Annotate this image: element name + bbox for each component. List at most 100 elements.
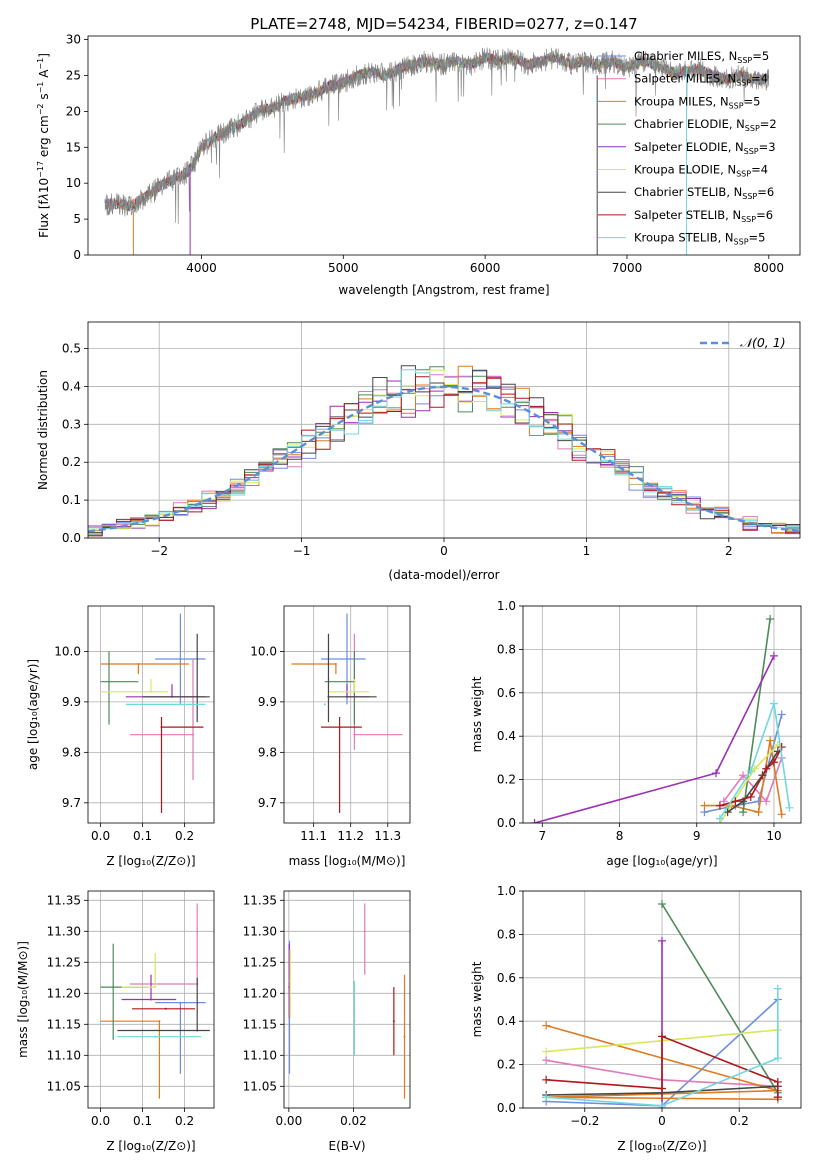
x-tick-label: 0: [658, 1114, 666, 1128]
legend-entry: Kroupa ELODIE, NSSP=4: [634, 163, 768, 179]
x-tick-label: −1: [293, 544, 311, 558]
x-axis-label: E(B-V): [328, 1139, 365, 1153]
legend-entry: Kroupa STELIB, NSSP=5: [634, 231, 765, 247]
weight-marker: [773, 984, 782, 993]
data-point: [334, 663, 337, 666]
weight-marker: [769, 699, 778, 708]
weight-series-8: [719, 703, 791, 820]
x-tick-label: 6000: [470, 261, 501, 275]
data-point: [154, 986, 157, 989]
weight-marker: [715, 814, 724, 823]
x-tick-label: 8: [616, 829, 624, 843]
y-tick-label: 11.05: [243, 1079, 277, 1093]
y-tick-label: 0.3: [62, 417, 81, 431]
y-tick-label: 0.4: [62, 379, 81, 393]
x-tick-label: 5000: [328, 261, 359, 275]
x-tick-label: 9: [693, 829, 701, 843]
x-tick-label: 8000: [754, 261, 785, 275]
x-tick-label: 0.0: [91, 829, 110, 843]
data-point: [196, 1029, 199, 1032]
normal-curve: [88, 385, 800, 533]
y-tick-label: 0: [73, 248, 81, 262]
weight-marker: [658, 936, 666, 945]
x-tick-label: 7: [538, 829, 546, 843]
y-tick-label: 1.0: [497, 884, 516, 898]
data-point: [179, 1001, 182, 1004]
axes-frame: [522, 605, 802, 824]
weight-marker: [773, 1093, 782, 1102]
legend-entry: 𝒩(0, 1): [740, 335, 786, 350]
weight-marker: [785, 803, 794, 812]
x-tick-label: 11.3: [374, 829, 401, 843]
x-tick-label: 1: [583, 544, 591, 558]
y-tick-label: 0.0: [497, 816, 516, 830]
y-tick-label: 11.10: [243, 1048, 277, 1062]
axes-frame: [87, 605, 215, 824]
data-point: [154, 1035, 157, 1038]
y-tick-label: 11.25: [243, 955, 277, 969]
y-tick-label: 0.2: [497, 773, 516, 787]
x-axis-label: Z [log₁₀(Z/Z⊙)]: [106, 854, 195, 868]
data-point: [353, 733, 356, 736]
y-tick-label: 9.9: [258, 695, 277, 709]
y-axis-label: age [log₁₀(age/yr)]: [26, 659, 40, 770]
data-point: [108, 680, 110, 683]
weight-marker: [777, 743, 786, 752]
weight-marker: [542, 1093, 551, 1102]
weight-marker: [700, 801, 709, 810]
x-axis-label: mass [log₁₀(M/M⊙)]: [289, 854, 406, 868]
x-tick-label: −0.2: [570, 1114, 599, 1128]
weight-series-7: [719, 746, 783, 807]
data-point: [160, 726, 163, 729]
y-tick-label: 15: [66, 140, 81, 154]
data-point: [192, 733, 194, 736]
weight-marker: [762, 797, 771, 806]
spectrum-legend: Chabrier MILES, NSSP=5 Salpeter MILES, NS…: [598, 49, 777, 247]
data-point: [137, 663, 140, 666]
y-tick-label: 0.6: [497, 971, 516, 985]
x-tick-label: 2: [725, 544, 733, 558]
x-tick-label: 0.00: [275, 1114, 302, 1128]
axes-frame: [283, 890, 411, 1109]
data-point: [363, 930, 366, 933]
y-tick-label: 30: [66, 33, 81, 47]
y-axis-label: Normed distribution: [36, 370, 50, 490]
weight-marker: [715, 801, 724, 810]
mass-vs-ebv-chart: 0.00 0.02 11.05 11.10 11.15 11.20 11.25 11.30 11…: [243, 890, 411, 1153]
x-tick-label: 0.1: [133, 1114, 152, 1128]
y-tick-label: 11.35: [47, 893, 81, 907]
data-point: [346, 657, 348, 660]
data-point: [150, 998, 152, 1001]
figure-title: PLATE=2748, MJD=54234, FIBERID=0277, z=0…: [250, 15, 637, 33]
x-axis-label: wavelength [Angstrom, rest frame]: [338, 283, 549, 297]
data-point: [392, 1020, 395, 1023]
y-tick-label: 9.8: [258, 745, 277, 759]
weight-marker: [766, 736, 775, 745]
errorbars: [100, 613, 210, 813]
weight-marker: [542, 1047, 551, 1056]
weight-marker: [754, 797, 763, 806]
data-point: [196, 695, 199, 698]
spectrum-chart: 4000 5000 6000 7000 8000 0 5 10 15 20 25 30 Chabrier…: [36, 33, 801, 297]
y-tick-label: 25: [66, 68, 81, 82]
errorbars: [100, 903, 210, 1099]
histograms: [88, 365, 800, 538]
y-tick-label: 11.30: [47, 924, 81, 938]
mass-vs-Z-chart: 0.0 0.1 0.2 11.05 11.10 11.15 11.20 11.25 11.30 1…: [16, 890, 215, 1153]
y-tick-label: 11.15: [243, 1017, 277, 1031]
weight-marker: [658, 1084, 666, 1093]
weight-marker: [739, 808, 748, 817]
y-tick-label: 0.1: [62, 493, 81, 507]
legend-entry: Salpeter MILES, NSSP=4: [634, 72, 768, 88]
y-tick-label: 0.8: [497, 642, 516, 656]
data-point: [158, 1020, 161, 1023]
axes-frame: [87, 35, 801, 256]
y-tick-label: 9.8: [62, 745, 81, 759]
weight-marker: [777, 710, 786, 719]
y-tick-label: 9.7: [258, 796, 277, 810]
weight-lines: [530, 615, 794, 823]
y-tick-label: 9.9: [62, 695, 81, 709]
y-tick-label: 0.0: [497, 1101, 516, 1115]
weight-marker: [773, 1054, 782, 1063]
